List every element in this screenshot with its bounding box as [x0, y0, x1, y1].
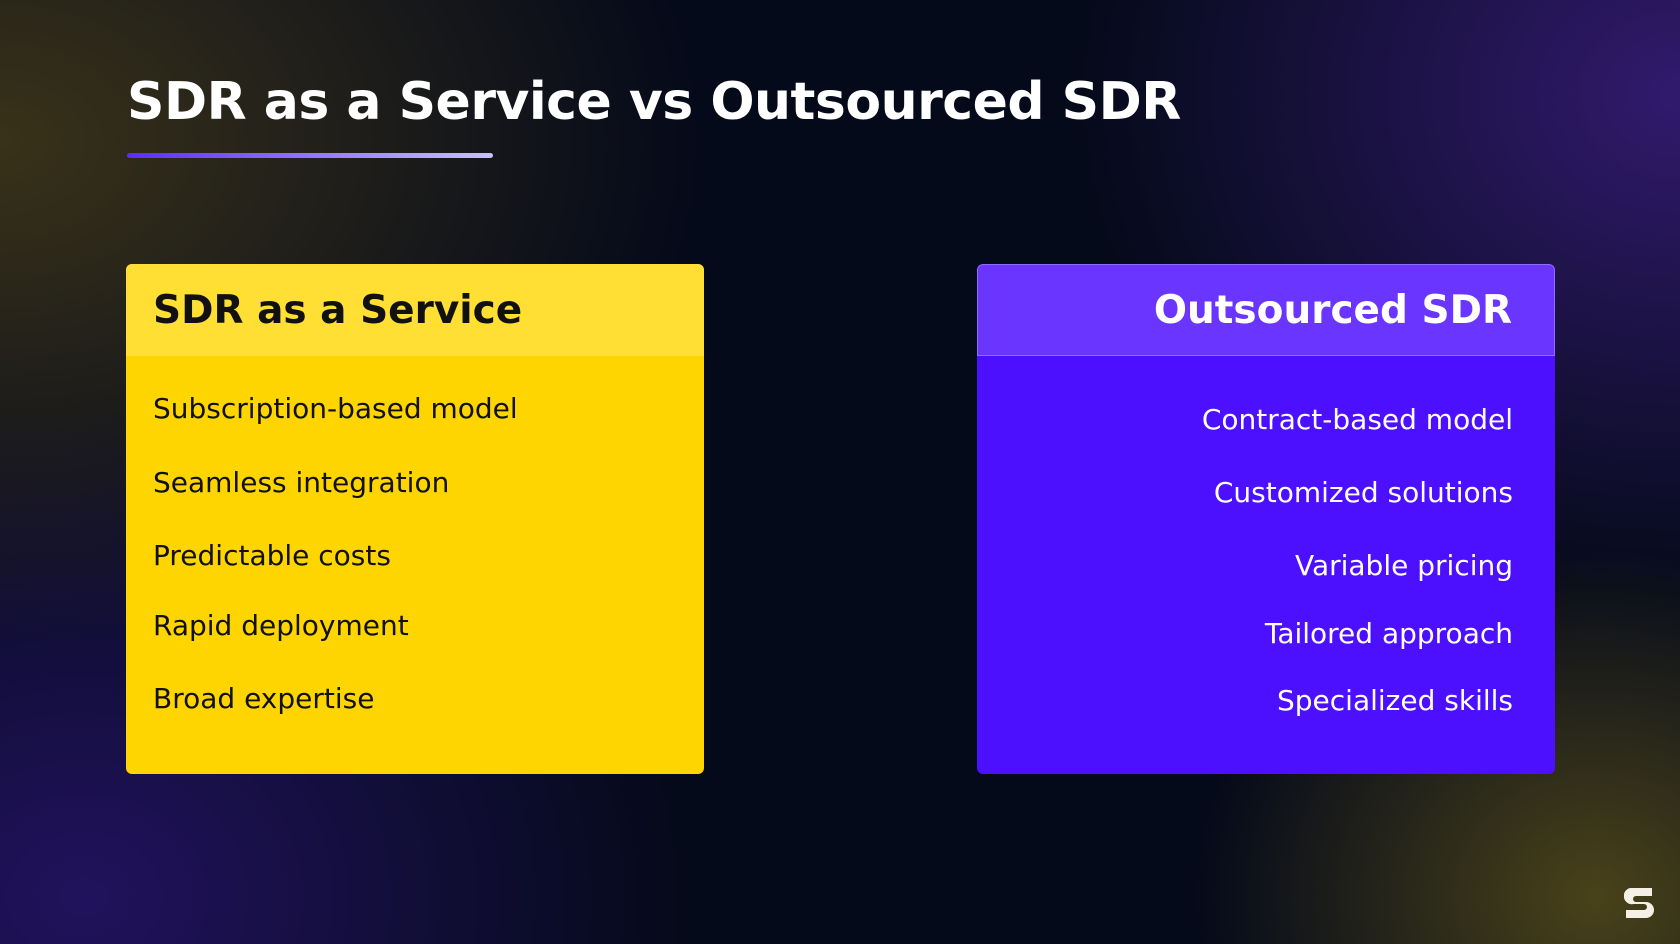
card-item: Variable pricing — [1294, 549, 1513, 582]
card: SDR as a Service Subscription-based model… — [126, 264, 704, 774]
logo — [1624, 888, 1654, 918]
card-item: Predictable costs — [153, 539, 391, 572]
card-item: Contract-based model — [1201, 403, 1513, 436]
card-item: Rapid deployment — [153, 609, 409, 642]
card-item: Specialized skills — [1277, 684, 1513, 717]
card-item: Seamless integration — [153, 466, 450, 499]
card: Outsourced SDR Contract-based model Custom… — [977, 264, 1555, 774]
card-item: Broad expertise — [153, 682, 375, 715]
title-underline — [127, 153, 493, 158]
card-item: Subscription-based model — [153, 392, 518, 425]
card-heading: Outsourced SDR — [977, 264, 1555, 356]
slide-title: SDR as a Service vs Outsourced SDR — [127, 72, 1181, 132]
card-item: Customized solutions — [1213, 476, 1513, 509]
card-heading: SDR as a Service — [126, 264, 704, 356]
card-item: Tailored approach — [1264, 617, 1513, 650]
